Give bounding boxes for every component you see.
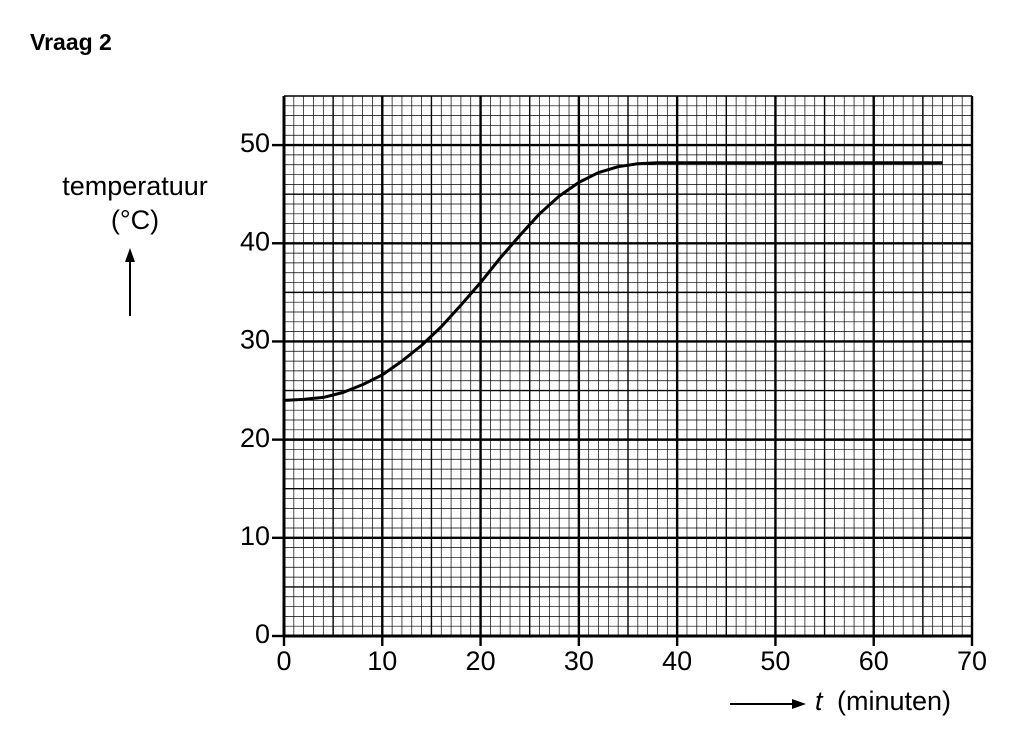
y-axis-label: temperatuur <box>62 171 208 201</box>
x-tick-label: 0 <box>276 646 291 676</box>
x-arrow <box>730 699 806 709</box>
y-arrow <box>125 248 135 316</box>
y-tick-label: 40 <box>240 226 270 256</box>
chart-title: Vraag 2 <box>30 29 112 55</box>
x-axis-symbol: t <box>815 686 824 716</box>
x-tick-label: 40 <box>662 646 692 676</box>
y-tick-label: 30 <box>240 325 270 355</box>
data-line <box>283 161 943 402</box>
x-tick-label: 60 <box>859 646 889 676</box>
x-tick-label: 20 <box>466 646 496 676</box>
y-tick-label: 0 <box>255 619 270 649</box>
y-tick-label: 50 <box>240 128 270 158</box>
x-tick-label: 10 <box>367 646 397 676</box>
x-tick-label: 30 <box>564 646 594 676</box>
x-tick-label: 70 <box>957 646 987 676</box>
x-tick-label: 50 <box>760 646 790 676</box>
y-tick-label: 20 <box>240 423 270 453</box>
y-tick-label: 10 <box>240 521 270 551</box>
y-axis-unit: (°C) <box>111 205 159 235</box>
x-axis-label: (minuten) <box>837 686 951 716</box>
